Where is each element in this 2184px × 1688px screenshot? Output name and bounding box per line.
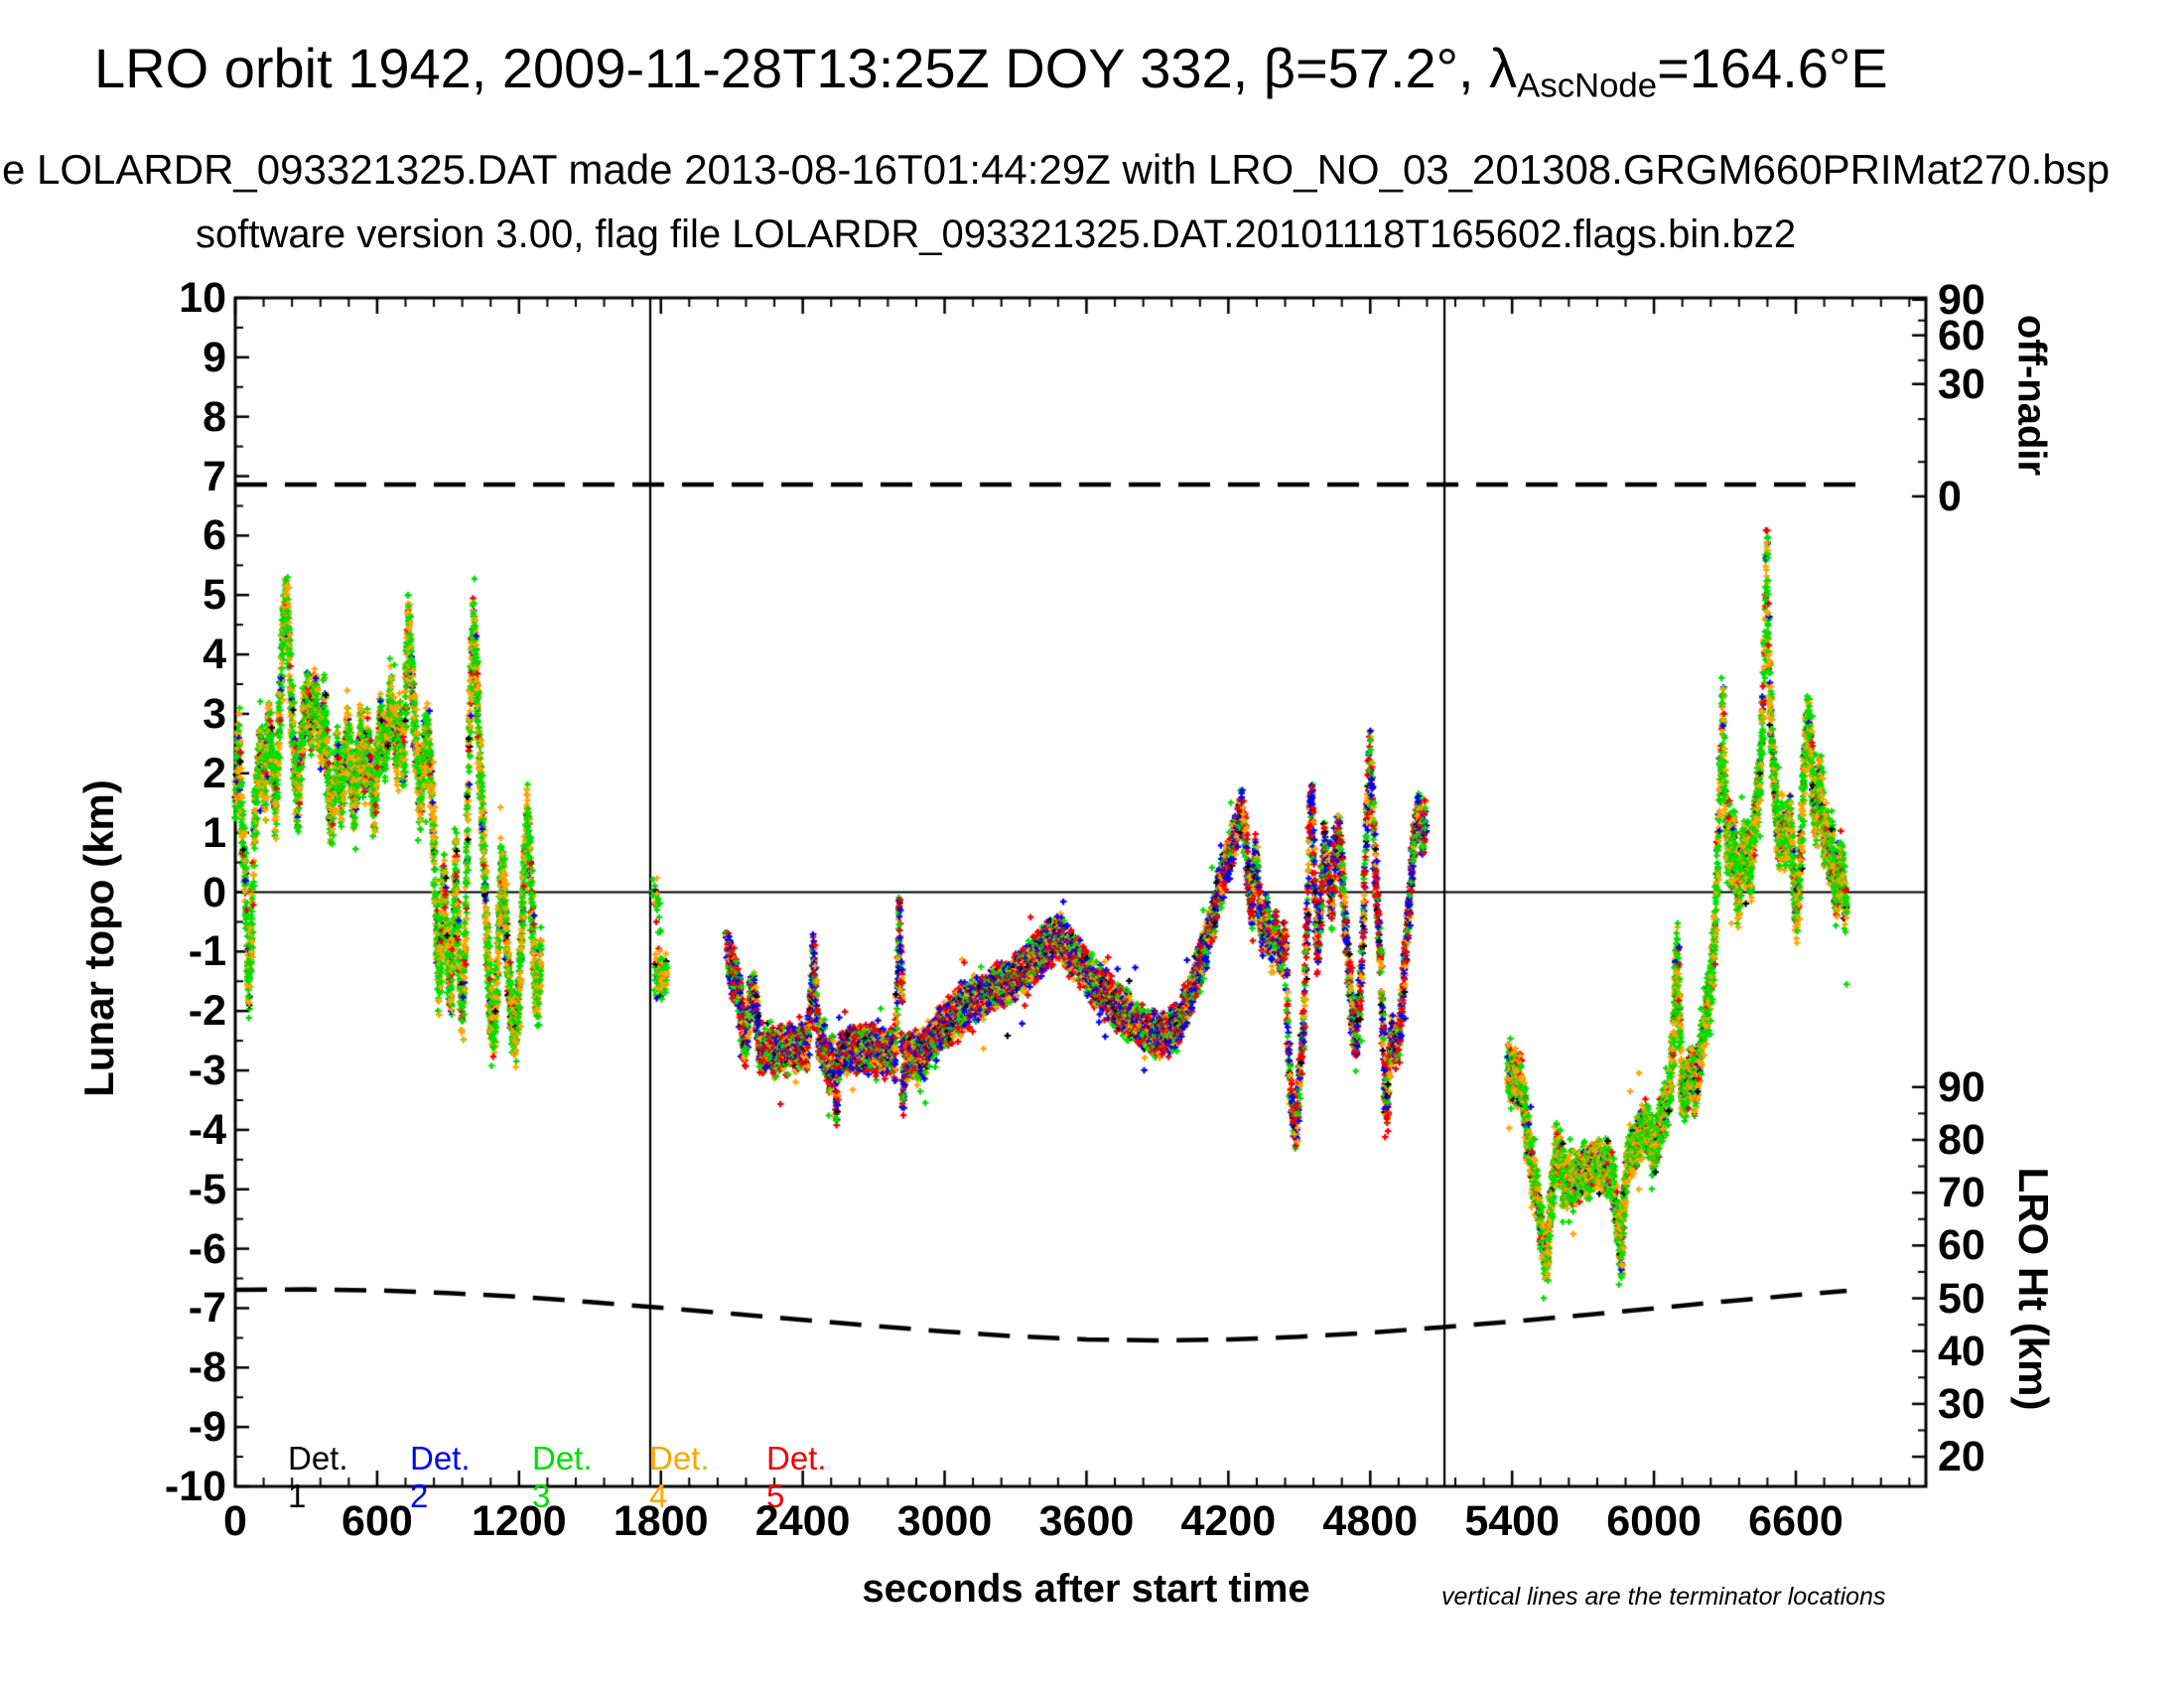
x-tick-label: 6000 [1606,1497,1702,1545]
legend-det-3: Det. 3 [532,1440,593,1514]
x-tick-label: 4800 [1322,1497,1419,1545]
y-tick-label-lro-height: 50 [1938,1274,1985,1323]
y-axis-title-offnadir: off-nadir [2009,314,2054,477]
y-tick-label-topo: 5 [203,571,226,620]
y-tick-label-lro-height: 70 [1938,1169,1985,1217]
x-tick-label: 1800 [613,1497,709,1545]
y-tick-label-topo: -1 [188,927,226,976]
y-tick-label-topo: -8 [188,1343,226,1392]
y-tick-label-lro-height: 80 [1938,1115,1985,1164]
y-tick-label-topo: -10 [164,1463,226,1510]
y-axis-title-lro-height: LRO Ht (km) [2010,1167,2057,1411]
y-tick-label-lro-height: 30 [1938,1379,1985,1428]
x-tick-label: 5400 [1464,1497,1560,1545]
legend-det-4: Det. 4 [649,1440,710,1514]
title-main: LRO orbit 1942, 2009-11-28T13:25Z DOY 33… [94,37,1518,99]
y-tick-label-topo: 1 [203,808,226,857]
y-tick-label-topo: 8 [203,392,226,441]
y-tick-label-lro-height: 60 [1938,1221,1985,1270]
x-tick-label: 600 [341,1497,413,1545]
y-tick-label-topo: 9 [203,333,226,381]
y-tick-label-lro-height: 40 [1938,1327,1985,1375]
title-subscript: AscNode [1517,67,1658,105]
y-tick-label-topo: 6 [203,511,226,560]
y-tick-label-topo: -7 [188,1284,226,1333]
x-tick-label: 0 [223,1497,247,1545]
y-tick-label-topo: -2 [188,987,226,1036]
y-tick-label-topo: -5 [188,1165,226,1213]
y-tick-label-topo: 0 [203,868,226,916]
y-tick-label-lro-height: 90 [1938,1062,1985,1111]
x-tick-label: 1200 [471,1497,567,1545]
y-tick-label-lro-height: 20 [1938,1433,1985,1481]
legend-det-1: Det. 1 [288,1440,348,1514]
subtitle-version-line: software version 3.00, flag file LOLARDR… [196,212,1797,256]
y-tick-label-topo: 10 [179,274,226,322]
terminator-note: vertical lines are the terminator locati… [1441,1583,1886,1611]
subtitle-file-line: e LOLARDR_093321325.DAT made 2013-08-16T… [2,146,2111,193]
y-tick-label-offnadir: 60 [1938,311,1985,359]
y-tick-label-topo: 2 [203,749,226,797]
title-suffix: =164.6°E [1657,37,1888,99]
legend-det-5: Det. 5 [766,1440,827,1514]
y-tick-label-topo: 4 [203,631,226,679]
page-title: LRO orbit 1942, 2009-11-28T13:25Z DOY 33… [94,36,1888,106]
x-tick-label: 3600 [1038,1497,1135,1545]
y-tick-label-topo: 7 [203,452,226,500]
x-tick-label: 2400 [754,1497,851,1545]
y-tick-label-offnadir: 30 [1938,359,1985,408]
x-tick-label: 3000 [896,1497,993,1545]
y-tick-label-topo: -3 [188,1047,226,1095]
y-tick-label-topo: 3 [203,689,226,738]
y-tick-label-offnadir: 0 [1938,472,1962,520]
y-tick-label-topo: -6 [188,1224,226,1273]
y-tick-label-topo: -4 [188,1105,226,1154]
x-axis-title: seconds after start time [862,1567,1310,1611]
x-tick-label: 6600 [1748,1497,1843,1545]
y-tick-label-topo: -9 [188,1403,226,1452]
y-tick-label-offnadir: 90 [1938,275,1985,324]
legend-det-2: Det. 2 [410,1440,471,1514]
x-tick-label: 4200 [1180,1497,1277,1545]
